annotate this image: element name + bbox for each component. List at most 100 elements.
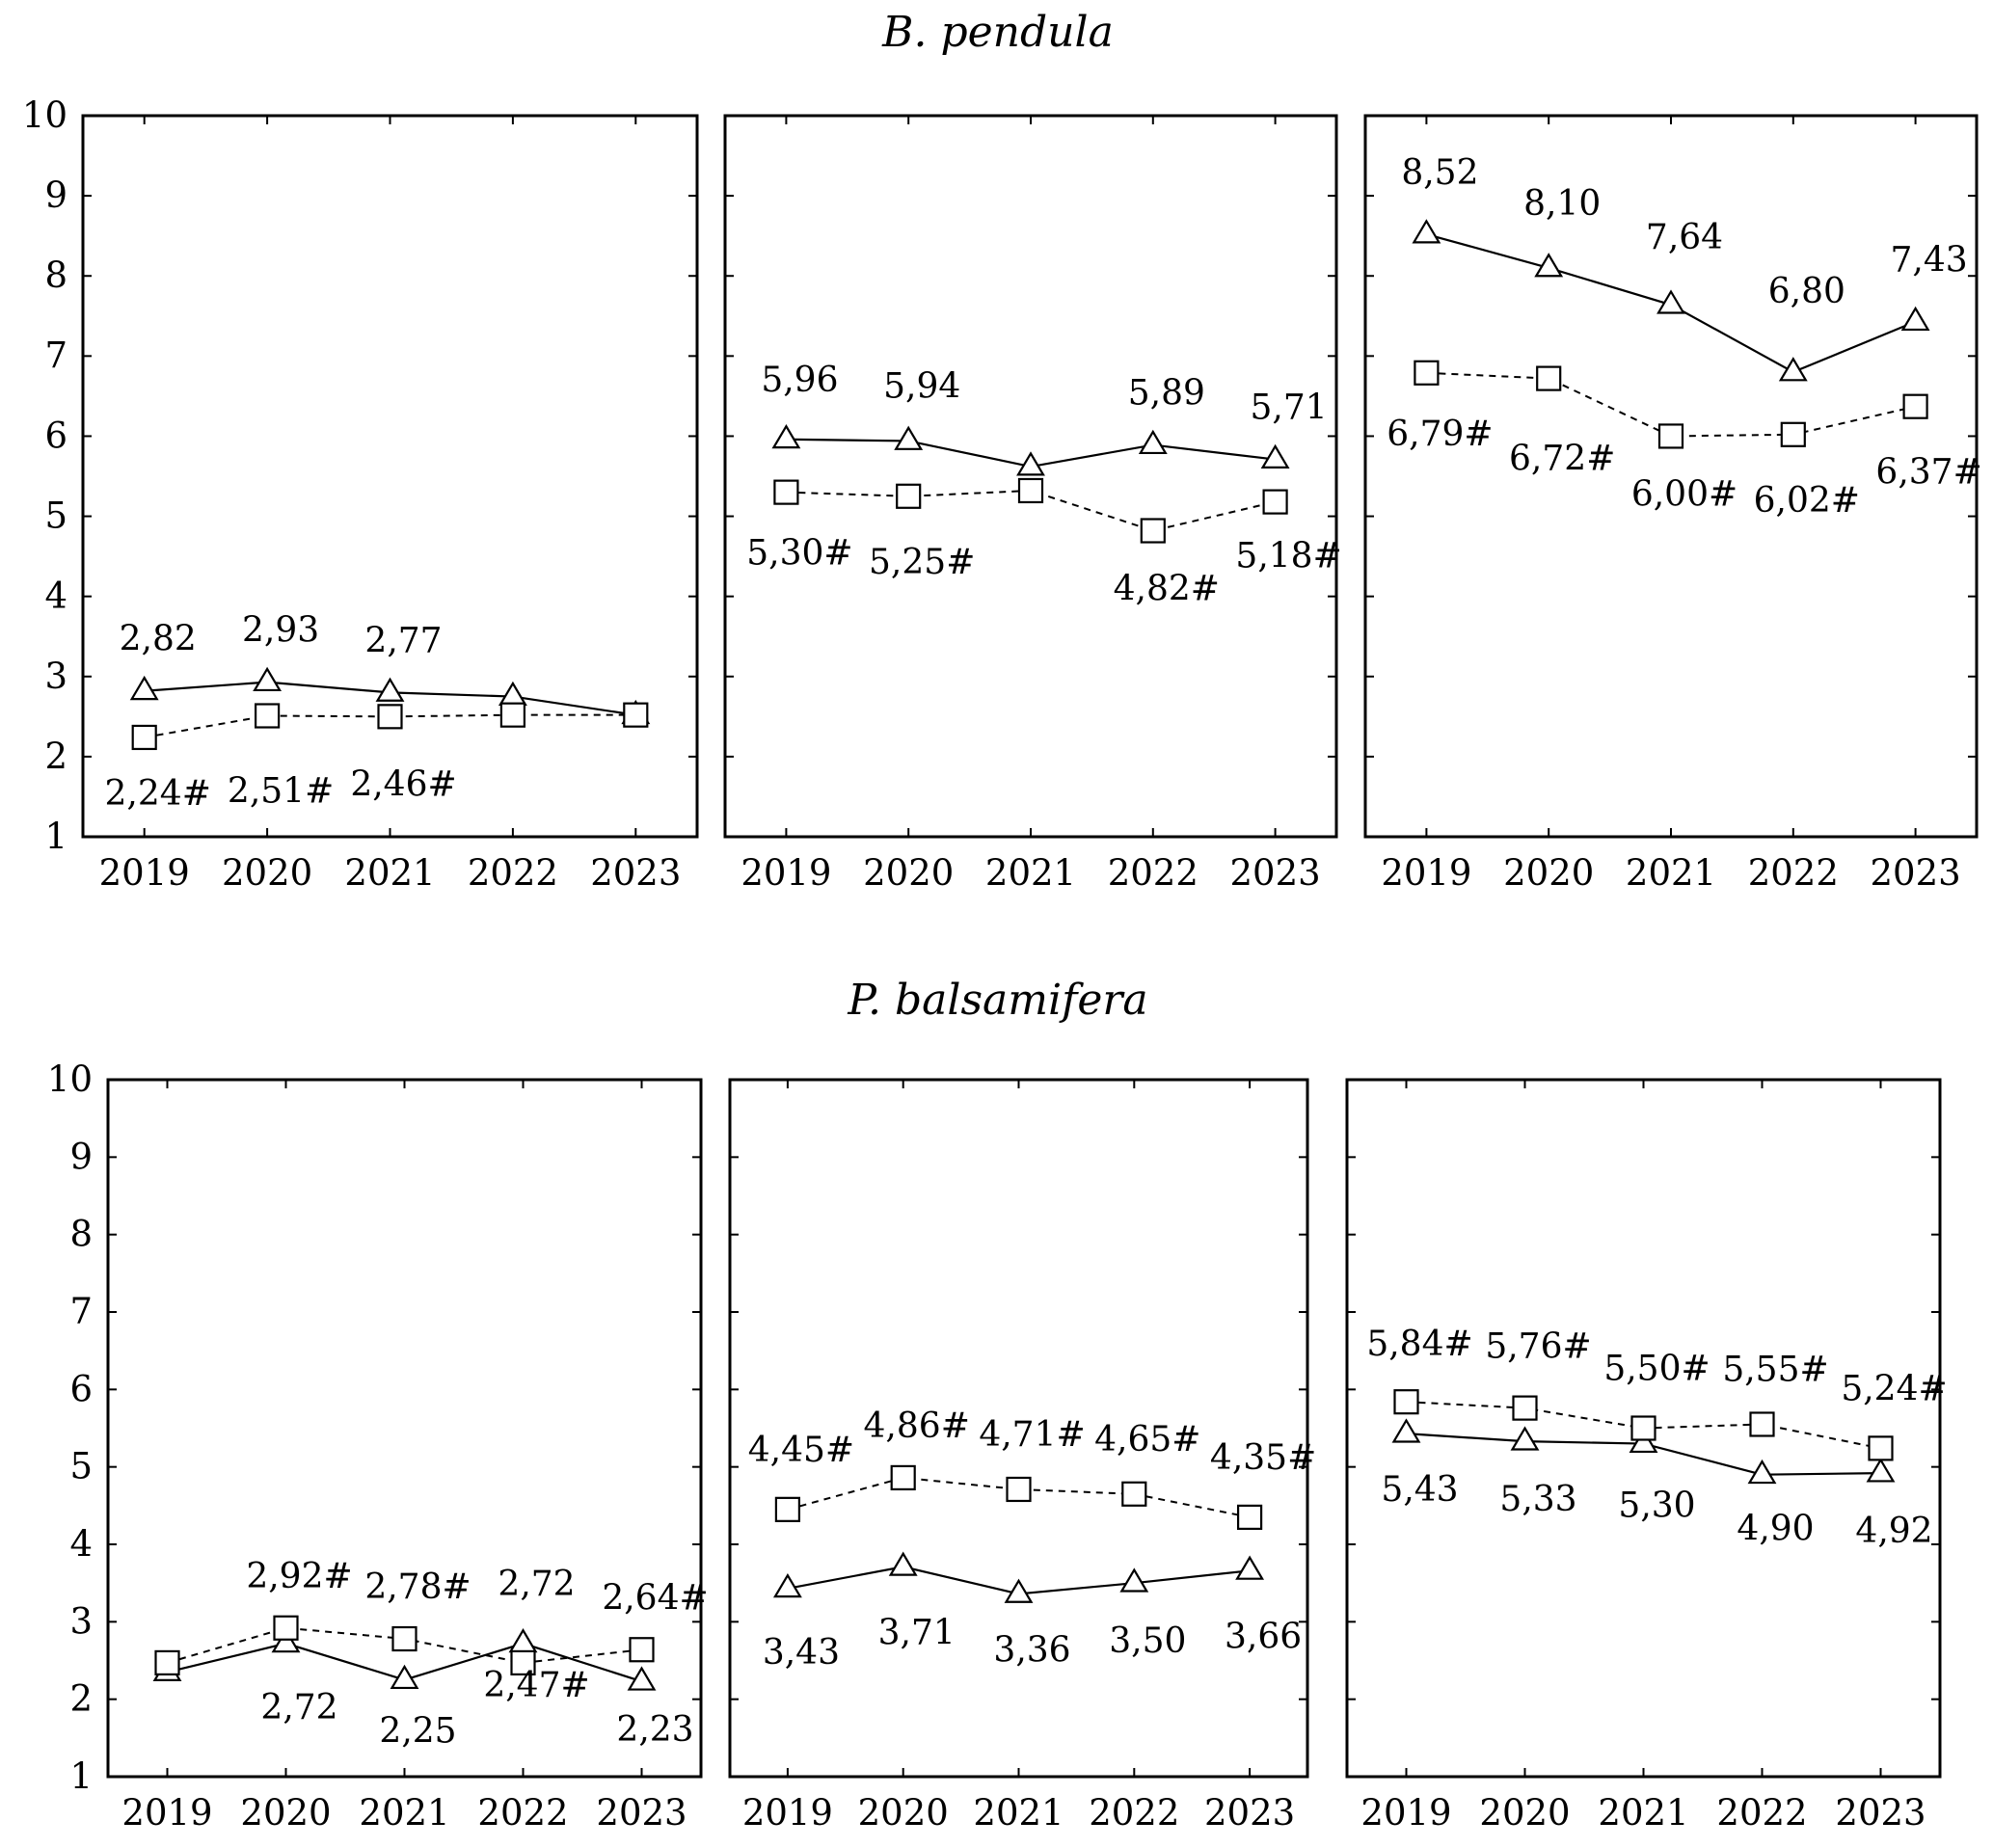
y-tick-label: 9 xyxy=(44,174,67,216)
data-label: 5,25# xyxy=(869,543,975,582)
square-marker xyxy=(1902,393,1928,419)
series-line-square xyxy=(1426,371,1916,438)
square-marker xyxy=(1868,1435,1894,1461)
data-label: 5,18# xyxy=(1235,537,1341,576)
data-label: 5,76# xyxy=(1485,1327,1591,1367)
x-tick-label: 2023 xyxy=(1871,852,1961,894)
data-label: 5,30 xyxy=(1618,1486,1695,1526)
x-tick-label: 2023 xyxy=(1204,1792,1295,1834)
triangle-marker xyxy=(1778,357,1808,382)
triangle-marker xyxy=(508,1628,538,1653)
triangle-marker xyxy=(1412,219,1441,244)
data-label: 8,52 xyxy=(1401,153,1478,193)
x-tick-label: 2019 xyxy=(121,1792,212,1834)
square-marker xyxy=(1657,423,1684,449)
square-marker xyxy=(774,1496,801,1522)
chart-panel-5: 2019 2020 2021 2022 2023 3,43 3,71 3,36 3,50 3,66… xyxy=(728,1078,1316,1834)
data-label: 2,78# xyxy=(364,1567,471,1607)
x-tick-label: 2022 xyxy=(1716,1792,1807,1834)
data-label: 3,36 xyxy=(993,1630,1070,1670)
data-label: 6,79# xyxy=(1387,415,1493,454)
y-tick-label: 8 xyxy=(44,254,67,296)
x-tick-label: 2021 xyxy=(359,1792,449,1834)
square-marker xyxy=(1006,1476,1032,1503)
x-tick-label: 2020 xyxy=(222,852,312,894)
chart-panel-3: 2019 2020 2021 2022 2023 8,52 8,10 7,64 6,80 7,43… xyxy=(1363,114,1982,894)
square-marker xyxy=(896,483,922,509)
data-label: 4,92 xyxy=(1855,1512,1932,1551)
x-tick-label: 2020 xyxy=(1479,1792,1570,1834)
section-title-bottom: P. balsamifera xyxy=(847,976,1147,1025)
x-tick-label: 2023 xyxy=(590,852,681,894)
chart-panel-2: 2019 2020 2021 2022 2023 5,96 5,94 5,89 5,71 5,30… xyxy=(723,114,1342,894)
triangle-marker xyxy=(1235,1555,1265,1580)
square-marker xyxy=(1536,365,1562,391)
data-label: 2,51# xyxy=(228,772,334,812)
data-label: 5,50# xyxy=(1603,1350,1710,1389)
square-marker xyxy=(1017,477,1044,504)
data-label: 2,24# xyxy=(105,774,211,814)
triangle-marker xyxy=(771,423,801,449)
data-label: 5,33 xyxy=(1499,1480,1576,1519)
data-label: 5,84# xyxy=(1366,1325,1472,1364)
data-label: 5,71 xyxy=(1251,388,1328,428)
triangle-marker xyxy=(1900,306,1930,332)
square-marker xyxy=(510,1649,536,1676)
triangle-marker xyxy=(390,1664,419,1690)
data-label: 2,25 xyxy=(379,1712,456,1752)
square-marker xyxy=(1140,518,1166,544)
y-tick-label: 1 xyxy=(69,1755,93,1797)
triangle-marker xyxy=(1119,1567,1149,1593)
data-label: 6,72# xyxy=(1509,440,1615,479)
data-label: 2,72 xyxy=(260,1688,337,1727)
data-label: 3,50 xyxy=(1109,1621,1186,1661)
x-tick-label: 2021 xyxy=(344,852,435,894)
square-marker xyxy=(623,702,649,728)
data-label: 4,65# xyxy=(1094,1420,1200,1460)
y-tick-label: 3 xyxy=(69,1600,93,1642)
triangle-marker xyxy=(1629,1428,1658,1454)
triangle-marker xyxy=(1260,443,1290,469)
y-tick-label: 2 xyxy=(69,1678,93,1720)
data-label: 8,10 xyxy=(1523,184,1601,224)
data-label: 2,93 xyxy=(242,611,319,651)
x-tick-label: 2023 xyxy=(1230,852,1321,894)
triangle-marker xyxy=(1016,451,1045,476)
y-tick-label: 2 xyxy=(44,736,67,777)
x-tick-label: 2023 xyxy=(596,1792,687,1834)
chart-panel-4: 1 2 3 4 5 6 7 8 9 10 2019 2020 2021 2022 2023 2,72 2,25 2… xyxy=(47,1058,709,1834)
x-tick-label: 2022 xyxy=(477,1792,568,1834)
x-tick-label: 2019 xyxy=(1360,1792,1451,1834)
y-tick-label: 10 xyxy=(22,94,67,136)
x-tick-label: 2020 xyxy=(863,852,954,894)
data-label: 2,64# xyxy=(602,1578,708,1618)
data-label: 5,55# xyxy=(1722,1350,1828,1389)
x-tick-label: 2021 xyxy=(1626,852,1716,894)
chart-panel-1: 1 2 3 4 5 6 7 8 9 10 2019 2020 2021 2022 2023 2,82 2,93 2… xyxy=(22,94,699,894)
x-tick-label: 2022 xyxy=(1748,852,1839,894)
triangle-marker xyxy=(1656,289,1685,314)
y-tick-label: 7 xyxy=(69,1291,93,1332)
square-marker xyxy=(1262,489,1288,515)
triangle-marker xyxy=(1747,1459,1777,1485)
square-marker xyxy=(1780,421,1806,447)
data-label: 5,96 xyxy=(761,361,838,400)
x-tick-label: 2022 xyxy=(1089,1792,1179,1834)
y-tick-label: 1 xyxy=(44,816,67,857)
y-tick-label: 5 xyxy=(44,495,67,537)
data-label: 7,64 xyxy=(1646,218,1723,257)
data-label: 5,89 xyxy=(1128,374,1205,414)
triangle-marker xyxy=(129,675,159,701)
square-marker xyxy=(499,702,526,728)
triangle-marker xyxy=(271,1628,301,1653)
square-marker xyxy=(1749,1411,1775,1437)
plot-frame xyxy=(723,114,1338,839)
y-tick-label: 4 xyxy=(69,1523,93,1565)
square-marker xyxy=(629,1637,655,1663)
data-label: 4,82# xyxy=(1114,570,1220,609)
data-label: 4,35# xyxy=(1210,1438,1316,1478)
data-label: 5,24# xyxy=(1841,1369,1947,1408)
data-label: 2,47# xyxy=(483,1666,589,1705)
data-label: 6,02# xyxy=(1754,481,1860,521)
triangle-marker xyxy=(888,1551,918,1576)
